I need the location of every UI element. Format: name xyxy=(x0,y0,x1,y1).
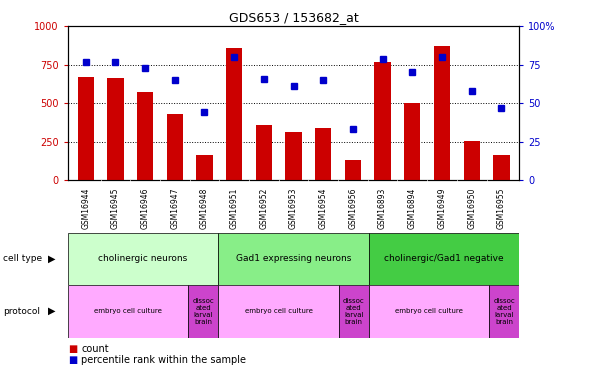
Text: GSM16944: GSM16944 xyxy=(81,188,90,230)
Bar xyxy=(369,285,489,338)
Text: GSM16945: GSM16945 xyxy=(111,188,120,230)
Bar xyxy=(493,155,510,180)
Text: embryo cell culture: embryo cell culture xyxy=(395,308,463,314)
Text: percentile rank within the sample: percentile rank within the sample xyxy=(81,355,247,365)
Bar xyxy=(188,285,218,338)
Text: GSM16948: GSM16948 xyxy=(200,188,209,229)
Bar xyxy=(489,285,519,338)
Text: protocol: protocol xyxy=(3,307,40,316)
Text: Gad1 expressing neurons: Gad1 expressing neurons xyxy=(236,254,351,263)
Bar xyxy=(226,48,242,180)
Text: GSM16956: GSM16956 xyxy=(349,188,358,230)
Bar xyxy=(68,232,218,285)
Text: ■: ■ xyxy=(68,355,77,365)
Title: GDS653 / 153682_at: GDS653 / 153682_at xyxy=(229,11,358,24)
Text: embryo cell culture: embryo cell culture xyxy=(94,308,162,314)
Text: cholinergic neurons: cholinergic neurons xyxy=(99,254,188,263)
Text: dissoc
ated
larval
brain: dissoc ated larval brain xyxy=(192,298,214,325)
Bar xyxy=(315,128,332,180)
Text: ■: ■ xyxy=(68,344,77,354)
Bar xyxy=(77,77,94,180)
Text: GSM16949: GSM16949 xyxy=(438,188,447,230)
Text: GSM16893: GSM16893 xyxy=(378,188,387,229)
Bar xyxy=(137,92,153,180)
Text: GSM16955: GSM16955 xyxy=(497,188,506,230)
Bar xyxy=(464,141,480,180)
Text: GSM16894: GSM16894 xyxy=(408,188,417,229)
Bar xyxy=(166,114,183,180)
Text: cell type: cell type xyxy=(3,254,42,263)
Text: GSM16950: GSM16950 xyxy=(467,188,476,230)
Bar xyxy=(434,46,450,180)
Text: cholinergic/Gad1 negative: cholinergic/Gad1 negative xyxy=(384,254,504,263)
Text: GSM16947: GSM16947 xyxy=(171,188,179,230)
Text: embryo cell culture: embryo cell culture xyxy=(244,308,313,314)
Text: GSM16951: GSM16951 xyxy=(230,188,238,229)
Bar xyxy=(255,124,272,180)
Bar xyxy=(404,103,421,180)
Text: dissoc
ated
larval
brain: dissoc ated larval brain xyxy=(343,298,365,325)
Bar xyxy=(218,232,369,285)
Bar xyxy=(68,285,188,338)
Text: dissoc
ated
larval
brain: dissoc ated larval brain xyxy=(493,298,515,325)
Bar xyxy=(339,285,369,338)
Text: GSM16952: GSM16952 xyxy=(260,188,268,229)
Bar xyxy=(107,78,123,180)
Text: ▶: ▶ xyxy=(48,254,56,264)
Bar xyxy=(375,62,391,180)
Bar xyxy=(286,132,301,180)
Text: GSM16946: GSM16946 xyxy=(140,188,149,230)
Text: GSM16954: GSM16954 xyxy=(319,188,327,230)
Text: GSM16953: GSM16953 xyxy=(289,188,298,230)
Bar xyxy=(345,160,361,180)
Text: ▶: ▶ xyxy=(48,306,56,316)
Bar xyxy=(218,285,339,338)
Text: count: count xyxy=(81,344,109,354)
Bar xyxy=(196,154,212,180)
Bar xyxy=(369,232,519,285)
